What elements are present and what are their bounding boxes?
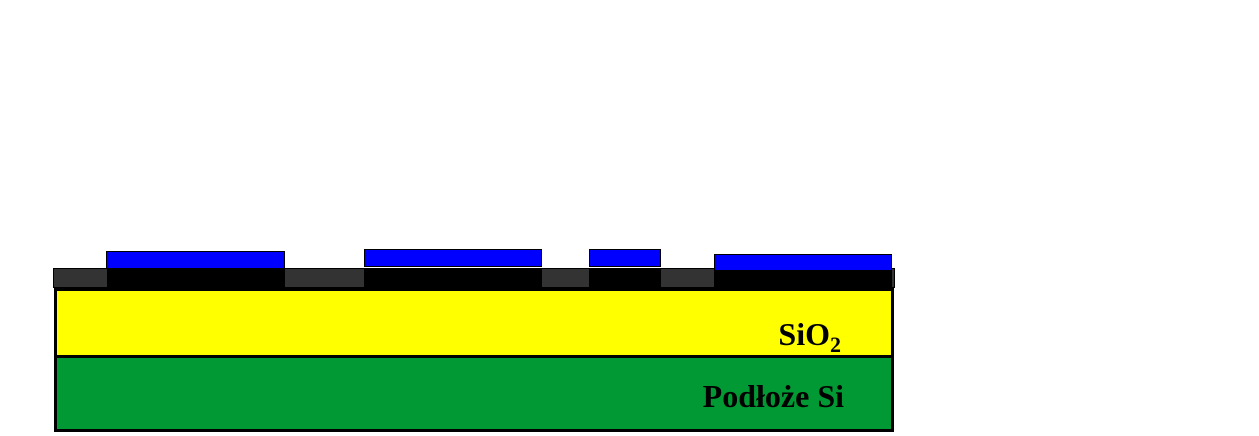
substrate-label: Podłoże Si — [702, 378, 844, 414]
oxide-label-subscript: 2 — [830, 332, 841, 357]
pattern-top-3 — [589, 249, 661, 267]
oxide-label-main: SiO — [778, 316, 830, 352]
pattern-base-4 — [714, 268, 892, 288]
pattern-top-2 — [364, 249, 542, 267]
pattern-base-1 — [107, 268, 285, 288]
pattern-base-2 — [364, 268, 542, 288]
pattern-base-3 — [589, 268, 661, 288]
pattern-top-1 — [106, 251, 285, 269]
pattern-top-4 — [714, 254, 892, 271]
silicon-oxide-layer — [54, 288, 894, 358]
oxide-label: SiO2 — [778, 316, 841, 356]
